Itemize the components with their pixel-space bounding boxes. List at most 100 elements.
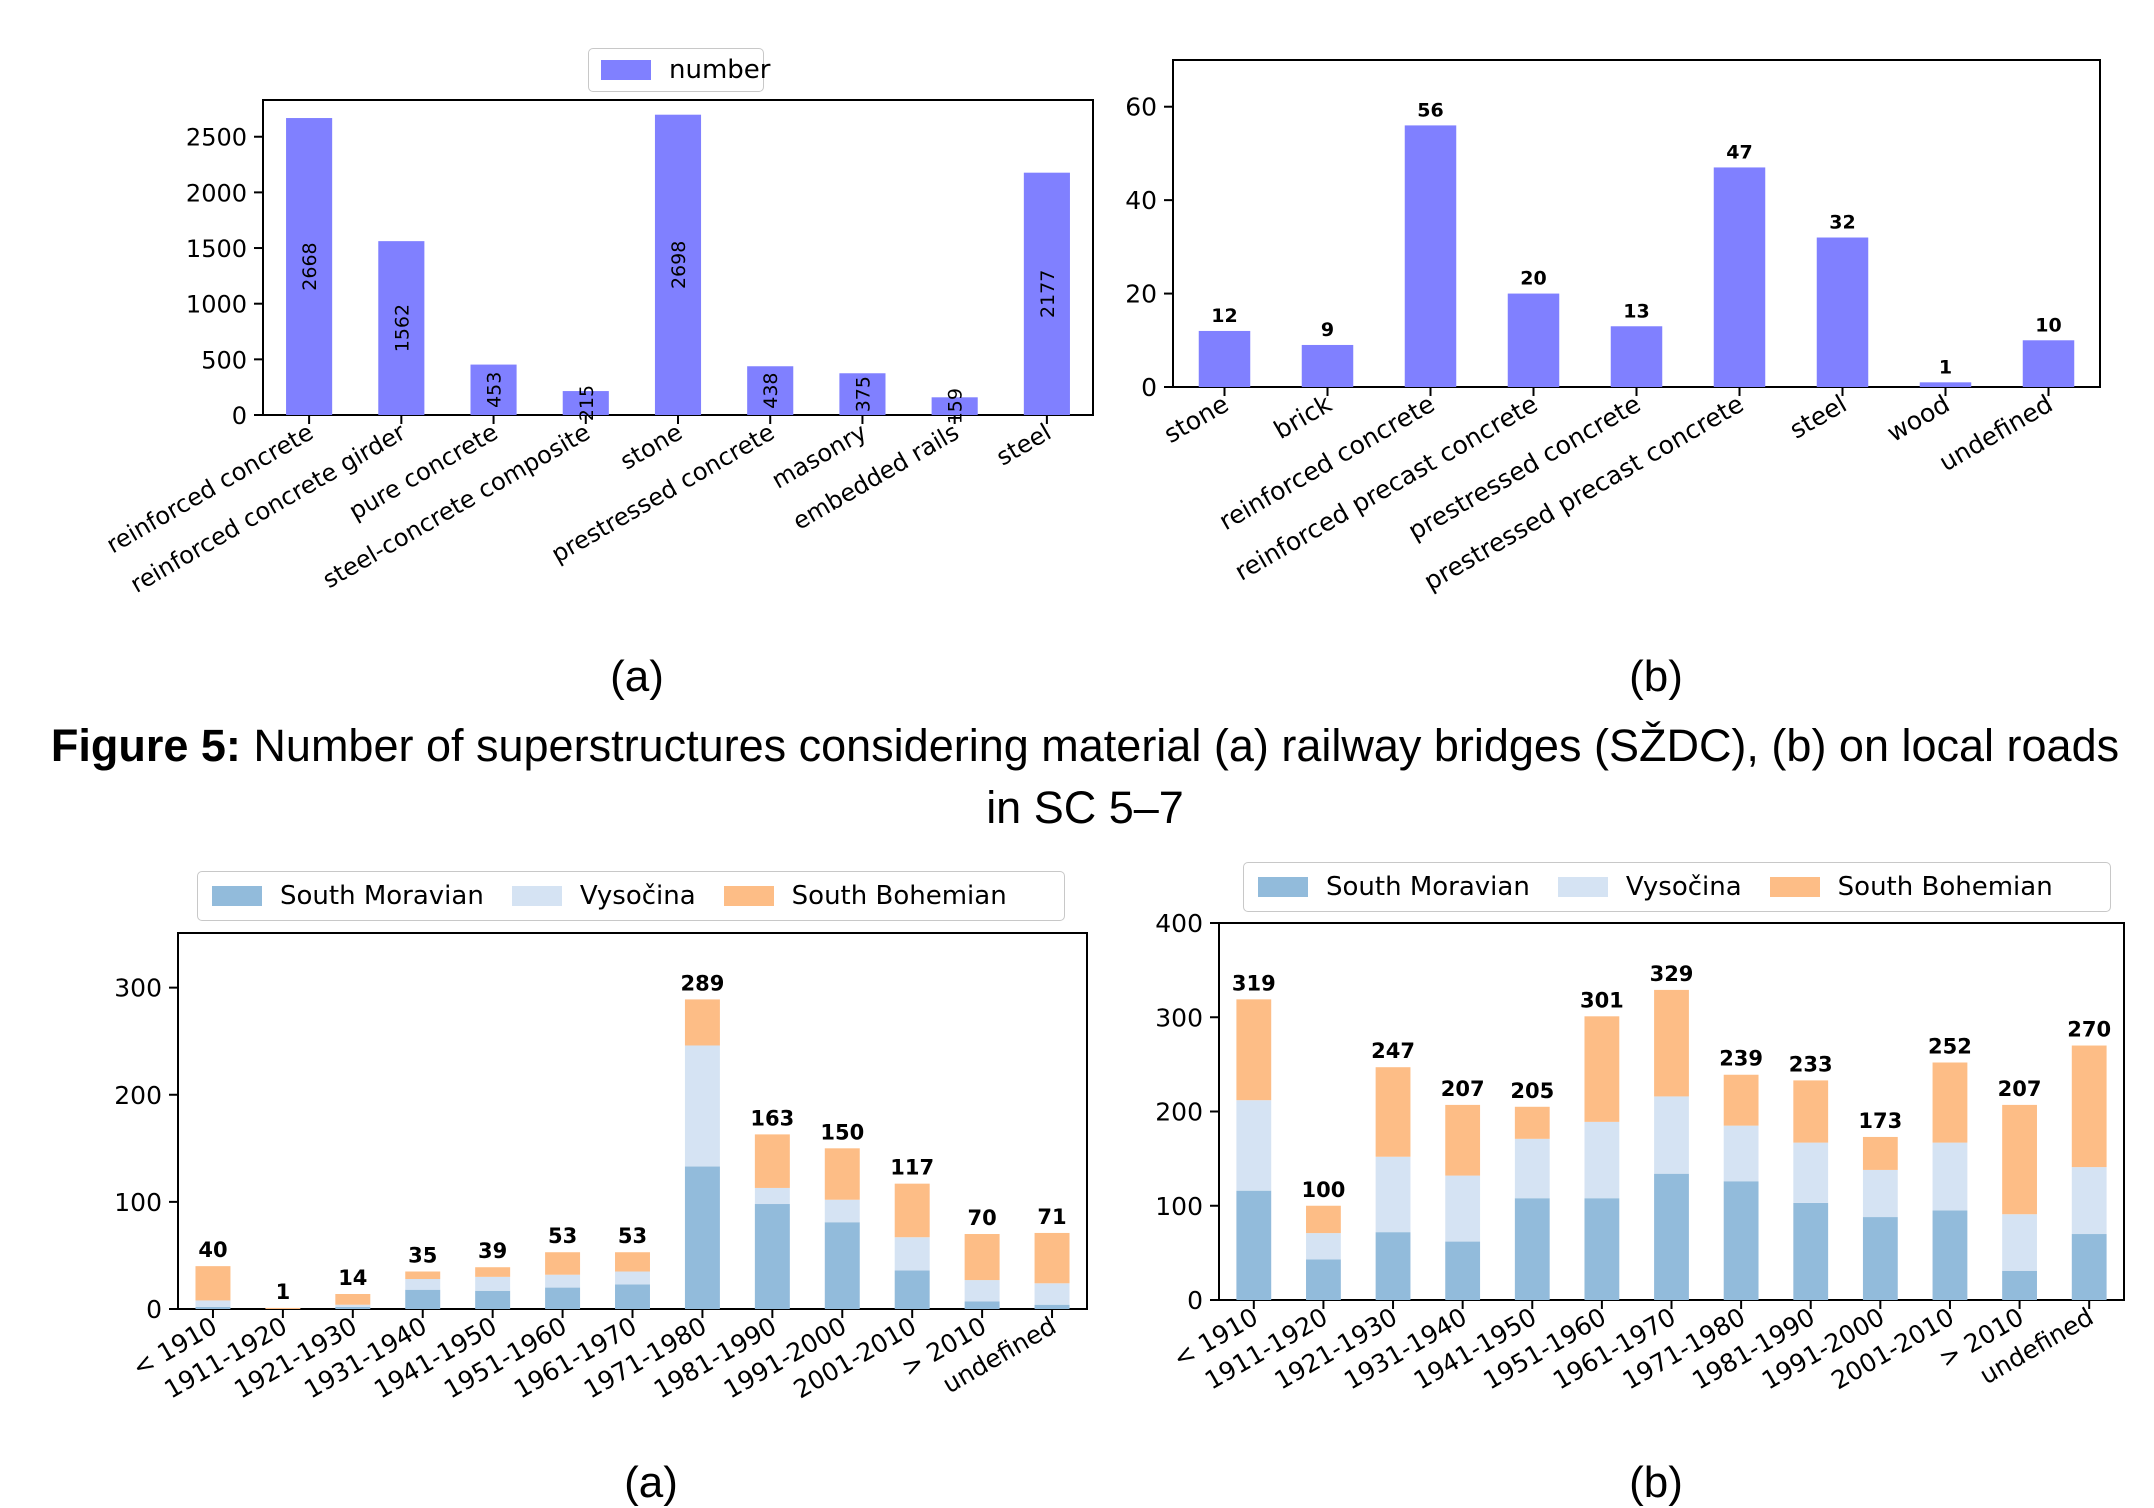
- bar-segment: [2071, 1234, 2107, 1300]
- bar-value-label: 1: [1939, 356, 1952, 378]
- bar: [1507, 293, 1560, 387]
- bar-segment: [1514, 1106, 1550, 1139]
- bar-segment: [1932, 1210, 1968, 1300]
- y-tick-label: 1000: [186, 291, 247, 319]
- bar-value-label: 32: [1829, 212, 1855, 234]
- bar-segment: [1654, 989, 1689, 1097]
- bar-segment: [1862, 1217, 1898, 1300]
- bar-segment: [1375, 1067, 1411, 1157]
- bar-total-label: 70: [967, 1206, 996, 1230]
- bar-segment: [1445, 1241, 1481, 1300]
- bar-segment: [964, 1280, 1000, 1302]
- bar: [839, 373, 886, 415]
- bar-segment: [824, 1148, 860, 1200]
- y-tick-label: 200: [1155, 1098, 1203, 1127]
- bar-value-label: 47: [1726, 141, 1752, 163]
- bar-segment: [894, 1270, 930, 1309]
- bar-total-label: 270: [2067, 1018, 2111, 1042]
- bar-segment: [1584, 1121, 1620, 1199]
- bar-total-label: 289: [681, 971, 725, 995]
- legend-label: South Bohemian: [791, 881, 1007, 911]
- bar: [562, 391, 609, 415]
- bar-segment: [1862, 1136, 1898, 1170]
- bar-segment: [1445, 1175, 1481, 1242]
- bar-segment: [1445, 1104, 1481, 1176]
- y-tick-label: 300: [1155, 1003, 1203, 1032]
- bar: [1198, 330, 1251, 387]
- bar-segment: [1306, 1259, 1341, 1300]
- bar-value-label: 215: [576, 385, 598, 421]
- bar-segment: [684, 999, 720, 1046]
- panel-label-b-top: (b): [1629, 652, 1683, 701]
- bar-value-label: 9: [1321, 319, 1334, 341]
- bar: [1404, 125, 1457, 388]
- bar-total-label: 233: [1789, 1052, 1833, 1076]
- bar-segment: [1034, 1304, 1070, 1309]
- bar-segment: [615, 1252, 650, 1272]
- bar-segment: [615, 1271, 650, 1285]
- bar: [1919, 382, 1972, 387]
- bar-segment: [684, 1166, 720, 1309]
- bar-value-label: 1562: [391, 304, 413, 352]
- bar-segment: [335, 1304, 371, 1307]
- bar-total-label: 117: [890, 1156, 934, 1180]
- bar: [1713, 167, 1766, 387]
- bar-segment: [1654, 1173, 1689, 1300]
- bar-segment: [195, 1300, 231, 1307]
- bar-total-label: 239: [1719, 1047, 1763, 1071]
- bar-segment: [1306, 1233, 1341, 1260]
- bar-total-label: 301: [1580, 988, 1624, 1012]
- legend-chart4: South Moravian Vysočina South Bohemian: [1243, 862, 2111, 912]
- legend-item-south-bohemian: South Bohemian: [1769, 872, 2053, 902]
- bar-total-label: 39: [478, 1239, 507, 1263]
- y-tick-label: 0: [1141, 373, 1157, 402]
- legend-label: South Moravian: [280, 881, 484, 911]
- bar: [1610, 326, 1663, 387]
- bar-segment: [2002, 1214, 2037, 1271]
- bar-segment: [405, 1289, 441, 1309]
- y-tick-label: 20: [1125, 280, 1157, 309]
- bar-segment: [545, 1252, 581, 1275]
- legend-item-number: number: [601, 55, 770, 85]
- bar-segment: [684, 1045, 720, 1167]
- bar-segment: [195, 1266, 231, 1301]
- y-tick-label: 0: [146, 1295, 162, 1324]
- bar: [747, 366, 794, 415]
- panel-label-a-top: (a): [610, 652, 664, 701]
- y-tick-label: 0: [1187, 1286, 1203, 1315]
- legend-item-south-moravian: South Moravian: [212, 881, 484, 911]
- legend-label: South Moravian: [1326, 872, 1530, 902]
- bar-total-label: 1: [276, 1280, 291, 1304]
- bar-segment: [1236, 1190, 1272, 1300]
- bar-segment: [1514, 1138, 1550, 1199]
- bar-value-label: 2177: [1037, 270, 1059, 318]
- panel-label-a-bottom: (a): [624, 1458, 678, 1507]
- bar: [1301, 344, 1354, 387]
- bar-total-label: 53: [618, 1224, 647, 1248]
- bar-total-label: 207: [1441, 1077, 1485, 1101]
- y-tick-label: 300: [114, 974, 162, 1003]
- bar: [286, 118, 333, 415]
- legend-label: South Bohemian: [1837, 872, 2053, 902]
- bar-segment: [1932, 1142, 1968, 1211]
- caption-label: Figure 5:: [50, 720, 241, 771]
- bar-value-label: 56: [1417, 99, 1443, 121]
- bar-total-label: 319: [1232, 971, 1276, 995]
- bar-segment: [335, 1306, 371, 1309]
- bar-value-label: 20: [1520, 268, 1546, 290]
- bar-segment: [405, 1271, 441, 1280]
- bar-segment: [2002, 1104, 2037, 1215]
- bar-total-label: 207: [1998, 1077, 2042, 1101]
- bar-value-label: 10: [2035, 314, 2061, 336]
- bar-segment: [1654, 1096, 1689, 1174]
- bar-value-label: 453: [484, 372, 506, 408]
- bar-value-label: 375: [852, 376, 874, 412]
- bar-total-label: 53: [548, 1224, 577, 1248]
- bar-segment: [615, 1284, 650, 1309]
- bar-segment: [1932, 1062, 1968, 1143]
- bar-total-label: 100: [1302, 1178, 1346, 1202]
- y-tick-label: 100: [1155, 1192, 1203, 1221]
